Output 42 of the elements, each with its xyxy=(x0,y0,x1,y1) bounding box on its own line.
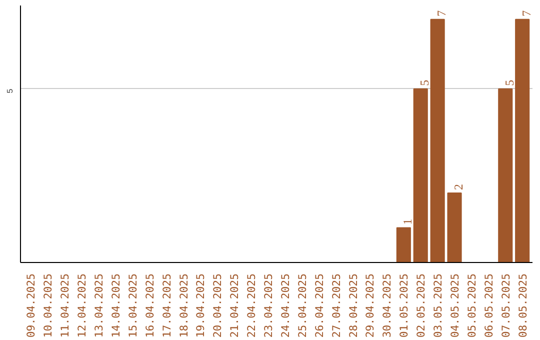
x-tick-label: 24.04.2025 xyxy=(278,274,292,338)
x-tick-label: 17.04.2025 xyxy=(160,274,174,338)
x-tick-label: 11.04.2025 xyxy=(58,274,72,338)
data-label: 2 xyxy=(452,184,466,190)
x-tick-label: 28.04.2025 xyxy=(346,274,360,338)
x-tick-label: 26.04.2025 xyxy=(312,274,326,338)
data-label: 1 xyxy=(400,218,415,225)
x-tick-label: 29.04.2025 xyxy=(364,274,377,338)
x-tick-label: 25.04.2025 xyxy=(296,274,309,338)
x-tick-label: 20.04.2025 xyxy=(211,274,224,338)
x-tick-label: 16.04.2025 xyxy=(143,274,156,338)
bar xyxy=(498,88,513,262)
bar xyxy=(413,88,428,262)
data-label: 5 xyxy=(502,80,516,86)
bar xyxy=(515,18,530,262)
x-tick-label: 07.05.2025 xyxy=(499,274,512,338)
bar xyxy=(430,18,445,262)
x-tick-label: 03.05.2025 xyxy=(432,274,445,338)
x-tick-label: 05.05.2025 xyxy=(465,274,478,338)
data-label: 7 xyxy=(519,10,534,16)
x-tick-label: 09.04.2025 xyxy=(24,274,38,338)
x-tick-label: 27.04.2025 xyxy=(330,274,343,338)
x-tick-label: 01.05.2025 xyxy=(398,274,411,338)
x-tick-label: 19.04.2025 xyxy=(194,274,208,338)
x-tick-label: 13.04.2025 xyxy=(92,274,106,338)
x-tick-label: 12.04.2025 xyxy=(76,274,89,338)
bar xyxy=(447,192,462,262)
data-label: 5 xyxy=(418,80,432,86)
x-tick-label: 10.04.2025 xyxy=(42,274,55,338)
x-tick-label: 06.05.2025 xyxy=(482,274,496,338)
x-tick-label: 22.04.2025 xyxy=(245,274,258,338)
x-tick-label: 21.04.2025 xyxy=(228,274,242,338)
x-tick-label: 04.05.2025 xyxy=(448,274,462,338)
data-label: 7 xyxy=(434,10,449,16)
x-tick-label: 15.04.2025 xyxy=(126,274,140,338)
x-tick-label: 02.05.2025 xyxy=(414,274,428,338)
x-tick-label: 14.04.2025 xyxy=(109,274,122,338)
x-tick-label: 23.04.2025 xyxy=(262,274,276,338)
bar xyxy=(396,227,411,262)
x-tick-label: 18.04.2025 xyxy=(177,274,190,338)
x-tick-label: 08.05.2025 xyxy=(516,274,530,338)
x-tick-label: 30.04.2025 xyxy=(380,274,394,338)
